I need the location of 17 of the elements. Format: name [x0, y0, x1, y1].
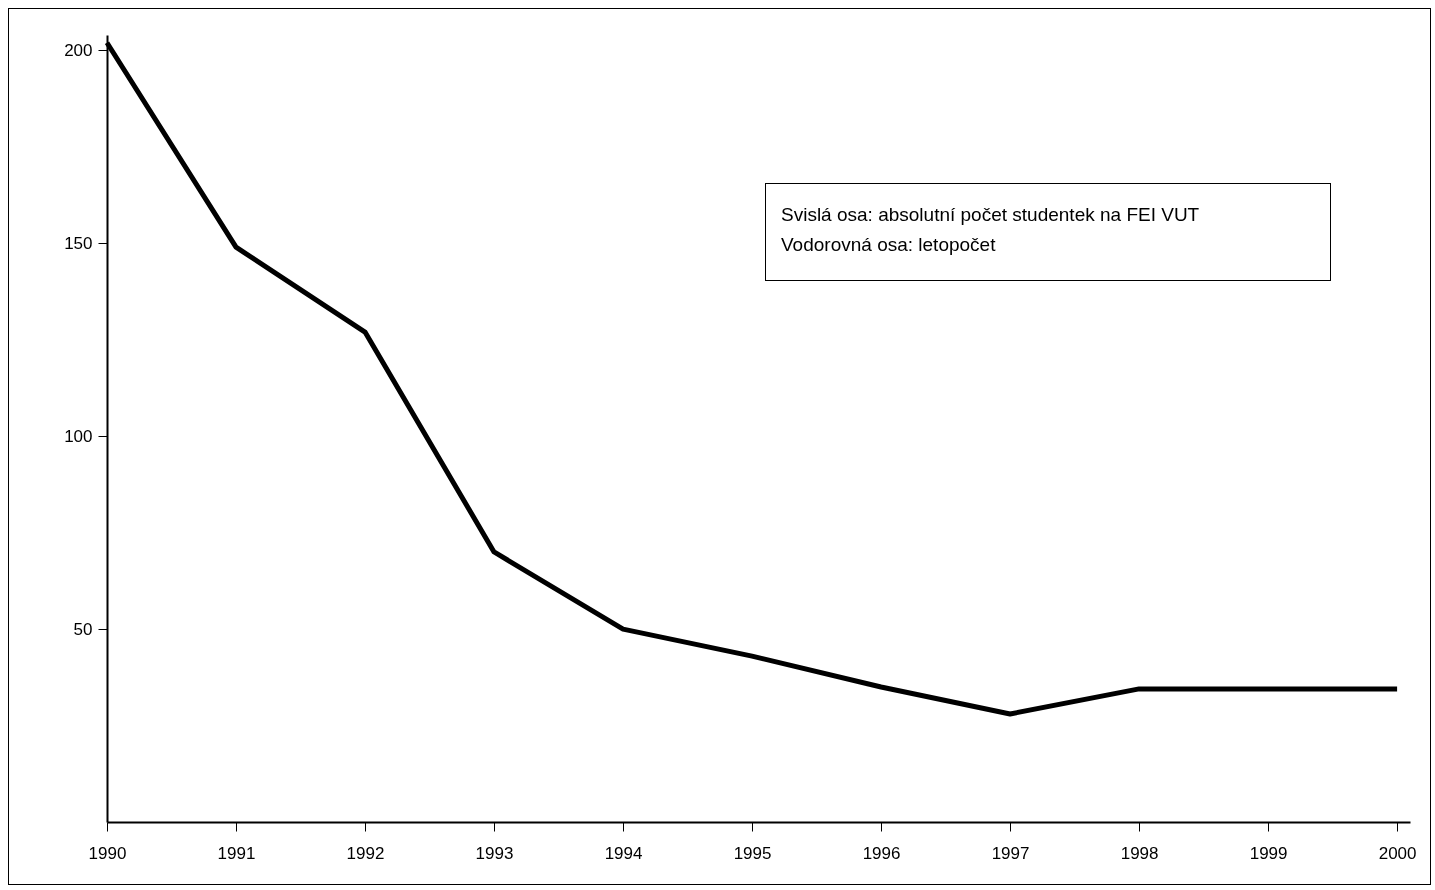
y-tick-label: 150 — [64, 233, 93, 253]
x-tick-label: 1995 — [733, 843, 772, 863]
y-tick-label: 50 — [73, 619, 93, 639]
x-tick-label: 1994 — [604, 843, 643, 863]
x-tick-label: 1998 — [1120, 843, 1159, 863]
x-tick-label: 1990 — [88, 843, 127, 863]
x-tick-label: 1999 — [1249, 843, 1288, 863]
x-tick-label: 1996 — [862, 843, 901, 863]
y-tick-label: 200 — [64, 40, 93, 60]
annotation: Vodorovná osa: letopočet — [781, 234, 997, 255]
x-tick-label: 1997 — [991, 843, 1030, 863]
annotation: Svislá osa: absolutní počet studentek na FEI VUT — [781, 204, 1200, 225]
y-tick-label: 100 — [64, 426, 93, 446]
x-tick-label: 1993 — [475, 843, 514, 863]
x-tick-label: 1992 — [346, 843, 385, 863]
x-tick-label: 2000 — [1378, 843, 1417, 863]
x-tick-label: 1991 — [217, 843, 256, 863]
